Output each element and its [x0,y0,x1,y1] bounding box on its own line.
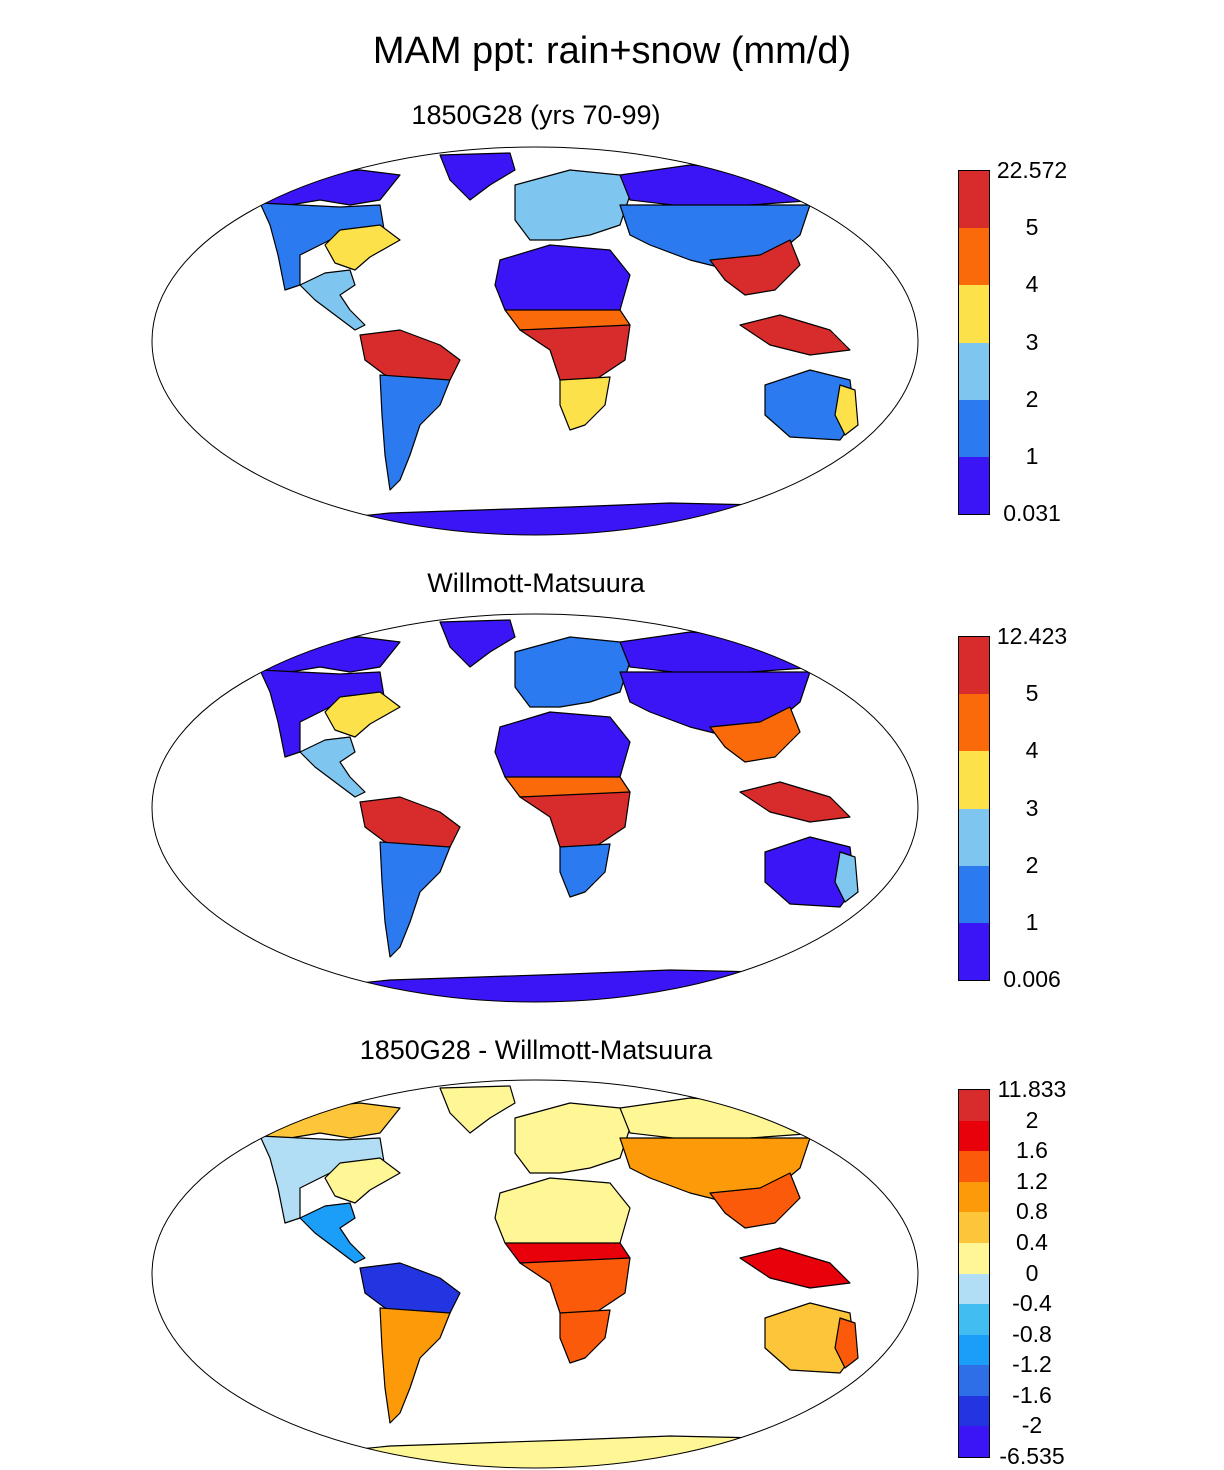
region-maritime [739,1247,851,1289]
colorbar-label: 3 [1025,794,1039,821]
region-sa-south [379,1307,451,1424]
colorbar-label: 0 [1025,1259,1039,1286]
region-na-east [324,1157,401,1204]
colorbar-swatch [959,1426,989,1458]
colorbar-swatch [959,1090,989,1122]
region-sahara [494,244,631,316]
colorbar-swatch [959,1120,989,1152]
colorbar-label: 2 [1025,385,1039,412]
colorbar-swatch [959,1151,989,1183]
panel-2-colorbar [958,636,990,981]
region-sahara [494,711,631,783]
colorbar-swatch [959,1181,989,1213]
region-maritime [739,781,851,823]
colorbar-swatch [959,456,989,515]
panel-3-title: 1850G28 - Willmott-Matsuura [359,1035,713,1065]
colorbar-swatch [959,922,989,981]
region-australia-coast [834,851,859,903]
panel-2-title: Willmott-Matsuura [427,568,645,598]
colorbar-swatch [959,1334,989,1366]
colorbar-label: 1 [1025,908,1039,935]
panel-3-colorbar [958,1089,990,1458]
panel-3-map [151,1079,919,1469]
colorbar-swatch [959,694,989,752]
panel-1-colorbar [958,170,990,515]
colorbar-label: 4 [1025,271,1039,298]
region-se-asia [709,1172,801,1229]
region-centam [299,269,366,331]
region-na-east [324,224,401,271]
colorbar-label: -2 [1021,1412,1043,1439]
region-centam [299,736,366,798]
region-sa-south [379,841,451,958]
colorbar-label: 0.4 [1016,1228,1048,1255]
region-southern-africa [559,1309,611,1364]
figure-title: MAM ppt: rain+snow (mm/d) [372,30,852,72]
colorbar-swatch [959,228,989,286]
colorbar-swatch [959,865,989,924]
region-se-asia [709,239,801,296]
colorbar-label: 22.572 [996,157,1068,183]
region-greenland [439,1085,516,1134]
region-sa-south [379,374,451,491]
colorbar-label: 4 [1025,737,1039,764]
region-centam [299,1202,366,1264]
map-border [151,146,919,536]
colorbar-swatch [959,1304,989,1336]
region-na-north [239,169,401,206]
colorbar-label: 2 [1025,1106,1039,1133]
colorbar-label: 0.8 [1016,1198,1048,1225]
region-maritime [739,314,851,356]
region-europe [514,1102,631,1174]
region-se-asia [709,706,801,763]
colorbar-label: 5 [1025,214,1039,241]
colorbar-swatch [959,1273,989,1305]
region-sahara [494,1177,631,1249]
colorbar-label: -1.6 [1012,1381,1052,1408]
colorbar-label: 1 [1025,442,1039,469]
region-europe [514,636,631,708]
colorbar-label: -6.535 [999,1443,1065,1469]
colorbar-swatch [959,171,989,229]
colorbar-swatch [959,751,989,809]
region-greenland [439,619,516,668]
colorbar-swatch [959,1242,989,1274]
map-border [151,1079,919,1469]
colorbar-label: 11.833 [997,1076,1067,1102]
region-na-east [324,691,401,738]
colorbar-label: -0.4 [1012,1290,1052,1317]
colorbar-label: -0.8 [1012,1320,1052,1347]
region-na-north [239,1102,401,1139]
colorbar-label: 2 [1025,851,1039,878]
region-australia-coast [834,1317,859,1369]
colorbar-swatch [959,808,989,867]
colorbar-label: 5 [1025,680,1039,707]
panel-2-map [151,613,919,1003]
region-southern-africa [559,843,611,898]
colorbar-label: 1.6 [1016,1137,1048,1164]
colorbar-swatch [959,285,989,343]
colorbar-label: 1.2 [1016,1167,1048,1194]
region-europe [514,169,631,241]
map-border [151,613,919,1003]
colorbar-swatch [959,1395,989,1427]
colorbar-label: 0.006 [1003,966,1061,992]
colorbar-label: -1.2 [1012,1351,1052,1378]
colorbar-label: 3 [1025,328,1039,355]
colorbar-label: 0.031 [1003,500,1061,526]
panel-1-title: 1850G28 (yrs 70-99) [411,100,661,130]
region-na-north [239,636,401,673]
colorbar-swatch [959,399,989,458]
colorbar-swatch [959,1365,989,1397]
colorbar-swatch [959,1212,989,1244]
panel-1-map [151,146,919,536]
colorbar-label: 12.423 [996,623,1068,649]
region-australia-coast [834,384,859,436]
region-greenland [439,152,516,201]
colorbar-swatch [959,342,989,401]
colorbar-swatch [959,637,989,695]
region-southern-africa [559,376,611,431]
